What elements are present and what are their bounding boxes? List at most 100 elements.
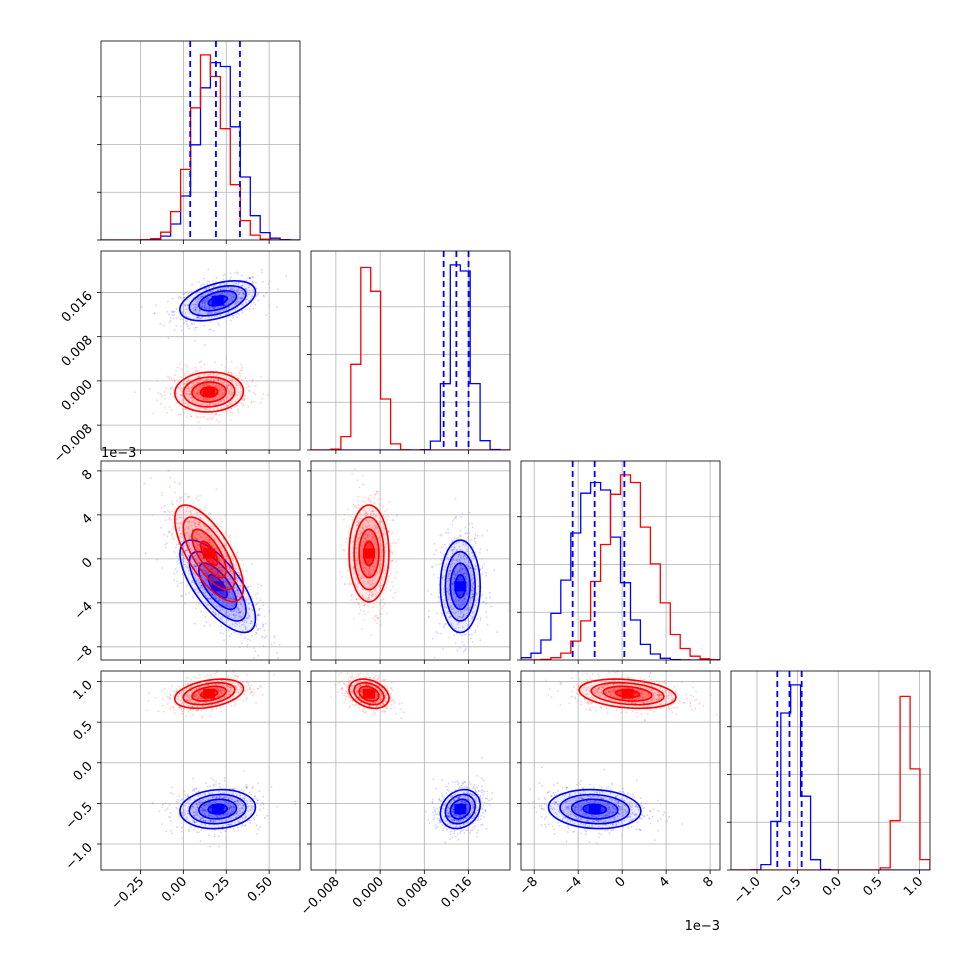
scatter-point <box>254 393 257 396</box>
scatter-point <box>178 795 180 797</box>
scatter-point <box>358 612 360 615</box>
scatter-point <box>207 268 210 271</box>
scatter-point <box>395 515 398 517</box>
scatter-point <box>171 310 174 312</box>
scatter-point <box>481 573 483 576</box>
scatter-point <box>261 623 264 625</box>
scatter-point <box>231 288 234 291</box>
scatter-point <box>192 829 195 831</box>
scatter-point <box>219 785 222 788</box>
scatter-point <box>199 427 202 429</box>
scatter-point <box>204 287 207 290</box>
scatter-point <box>391 531 394 534</box>
scatter-point <box>277 657 280 659</box>
scatter-point <box>177 413 180 416</box>
scatter-point <box>240 633 242 636</box>
scatter-point <box>214 361 216 364</box>
scatter-point <box>188 830 190 832</box>
scatter-point <box>387 530 390 533</box>
scatter-point <box>489 666 491 668</box>
scatter-point <box>223 780 226 782</box>
scatter-point <box>166 807 169 810</box>
scatter-point <box>461 634 463 637</box>
scatter-point <box>206 418 209 421</box>
scatter-point <box>171 510 173 513</box>
scatter-point <box>237 272 240 275</box>
scatter-point <box>443 543 446 546</box>
scatter-point <box>344 583 347 586</box>
scatter-point <box>372 617 375 620</box>
scatter-point <box>192 596 195 599</box>
scatter-point <box>173 314 176 316</box>
scatter-point <box>474 542 477 545</box>
scatter-point <box>436 563 438 566</box>
scatter-point <box>240 297 243 300</box>
scatter-point <box>486 549 488 551</box>
scatter-point <box>207 834 210 837</box>
scatter-point <box>177 798 180 801</box>
scatter-point <box>391 542 393 545</box>
scatter-point <box>179 482 182 485</box>
scatter-point <box>174 568 177 571</box>
scatter-point <box>431 565 433 568</box>
scatter-point <box>174 374 177 376</box>
scatter-point <box>206 785 209 788</box>
scatter-point <box>171 537 173 539</box>
scatter-point <box>441 612 443 615</box>
scatter-point <box>388 575 391 578</box>
scatter-point <box>212 779 215 781</box>
scatter-point <box>165 809 167 811</box>
scatter-point <box>246 397 249 400</box>
scatter-point <box>229 411 232 414</box>
scatter-point <box>206 297 209 300</box>
scatter-point <box>168 518 171 521</box>
scatter-point <box>199 677 201 679</box>
scatter-point <box>172 396 175 399</box>
scatter-point <box>343 549 346 552</box>
scatter-point <box>257 828 260 831</box>
scatter-point <box>176 555 179 558</box>
scatter-point <box>471 641 474 643</box>
scatter-point <box>377 498 379 501</box>
scatter-point <box>216 522 219 525</box>
scatter-point <box>361 474 364 477</box>
scatter-point <box>388 500 391 503</box>
scatter-point <box>176 560 178 563</box>
scatter-point <box>161 492 164 494</box>
scatter-point <box>250 401 253 404</box>
scatter-point <box>190 290 193 293</box>
scatter-point <box>164 546 167 549</box>
scatter-point <box>163 505 166 507</box>
scatter-point <box>374 493 377 496</box>
scatter-point <box>229 540 232 543</box>
scatter-point <box>363 618 365 621</box>
scatter-point <box>186 323 188 326</box>
scatter-point <box>255 597 258 600</box>
scatter-point <box>237 411 240 414</box>
scatter-point <box>203 625 206 628</box>
scatter-point <box>471 522 473 525</box>
scatter-point <box>338 571 341 573</box>
scatter-point <box>220 364 223 366</box>
scatter-point <box>187 710 190 713</box>
scatter-point <box>453 537 456 540</box>
scatter-point <box>177 559 180 561</box>
scatter-point <box>241 366 243 369</box>
scatter-point <box>266 394 269 396</box>
scatter-point <box>215 419 218 421</box>
scatter-point <box>256 592 259 594</box>
scatter-point <box>294 800 296 803</box>
scatter-point <box>168 803 171 806</box>
scatter-point <box>188 495 190 498</box>
scatter-point <box>167 300 169 303</box>
panel-background <box>311 671 510 870</box>
scatter-point <box>173 481 176 483</box>
scatter-point <box>252 280 255 283</box>
scatter-point <box>194 328 197 331</box>
scatter-point <box>186 416 189 419</box>
scatter-point <box>212 306 215 309</box>
scatter-point <box>228 635 231 638</box>
scatter-point <box>173 378 176 381</box>
scatter-point <box>149 388 151 391</box>
scatter-point <box>190 322 193 325</box>
